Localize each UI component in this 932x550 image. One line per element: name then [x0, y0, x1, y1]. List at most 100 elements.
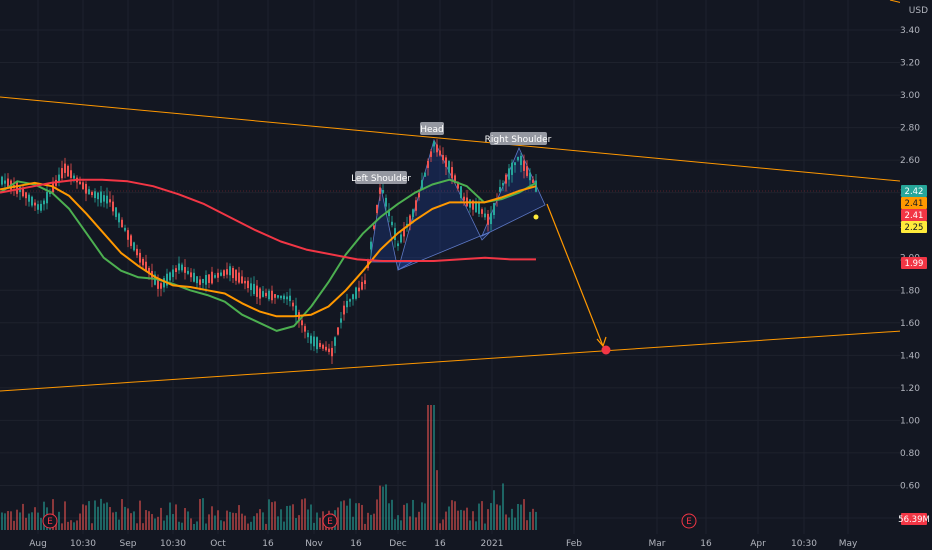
candle-body — [502, 182, 504, 186]
volume-bar — [511, 508, 513, 530]
volume-bar — [76, 520, 78, 530]
volume-bar — [1, 512, 3, 530]
volume-bar — [445, 511, 447, 530]
candle-body — [100, 191, 102, 203]
candle-body — [430, 151, 432, 157]
volume-bar — [253, 516, 255, 530]
price-axis[interactable]: USD 3.403.203.002.802.602.402.202.001.80… — [900, 0, 932, 550]
candle-body — [316, 337, 318, 350]
x-tick-label: 10:30 — [160, 539, 186, 549]
volume-bar — [238, 505, 240, 530]
moving-average-line — [0, 178, 536, 262]
volume-bar — [148, 511, 150, 530]
candle-body — [226, 269, 228, 275]
volume-bar — [433, 405, 435, 530]
volume-bar — [106, 502, 108, 530]
x-tick-label: 16 — [262, 539, 274, 549]
volume-bar — [169, 502, 171, 530]
price-tag-label: 56.39M — [898, 515, 930, 525]
volume-bar — [190, 518, 192, 530]
volume-bar — [298, 515, 300, 530]
volume-bar — [460, 509, 462, 530]
volume-bar — [115, 511, 117, 530]
candle-body — [418, 193, 420, 198]
candle-body — [328, 348, 330, 352]
candle-body — [220, 272, 222, 276]
projection-arrowhead — [596, 336, 607, 348]
candle-body — [325, 346, 327, 351]
volume-bar — [208, 514, 210, 530]
candle-body — [487, 213, 489, 225]
left-shoulder-label: Left Shoulder — [351, 171, 411, 184]
volume-bar — [295, 518, 297, 530]
candle-body — [214, 275, 216, 278]
candle-body — [460, 186, 462, 199]
candle-body — [265, 292, 267, 297]
candle-body — [403, 227, 405, 237]
volume-bar — [40, 517, 42, 530]
y-tick-label: 2.60 — [900, 156, 920, 166]
volume-bar — [355, 503, 357, 530]
candle-body — [271, 290, 273, 301]
volume-bar — [91, 523, 93, 530]
earnings-marker-1[interactable]: E — [42, 513, 58, 529]
y-tick-label: 1.60 — [900, 319, 920, 329]
volume-bar — [70, 520, 72, 530]
volume-bar — [160, 507, 162, 530]
volume-bar — [265, 523, 267, 530]
volume-bar — [223, 521, 225, 530]
candle-body — [499, 187, 501, 192]
earnings-markers[interactable]: E E E — [42, 513, 697, 529]
earnings-marker-3[interactable]: E — [681, 513, 697, 529]
candle-body — [208, 274, 210, 283]
volume-bar — [142, 523, 144, 530]
candle-body — [376, 204, 378, 214]
volume-bar — [487, 509, 489, 530]
x-tick-label: 10:30 — [70, 539, 96, 549]
time-axis[interactable]: Aug 10:30 Sep 10:30 Oct 16 Nov 16 Dec 16 2021 Feb Ma… — [29, 539, 858, 549]
candle-body — [163, 278, 165, 288]
x-tick-label: Mar — [649, 539, 666, 549]
y-tick-label: 1.00 — [900, 416, 920, 426]
volume-bar — [451, 500, 453, 530]
volume-bar — [205, 523, 207, 530]
earnings-marker-2[interactable]: E — [322, 513, 338, 529]
volume-bar — [7, 511, 9, 530]
volume-bar — [262, 512, 264, 530]
x-tick-label: Sep — [120, 539, 137, 549]
candle-body — [79, 181, 81, 185]
volume-bar — [340, 501, 342, 530]
volume-bar — [307, 509, 309, 530]
volume-bar — [526, 520, 528, 530]
volume-bar — [196, 521, 198, 530]
candle-body — [508, 168, 510, 180]
volume-bar — [523, 499, 525, 530]
volume-bar — [37, 512, 39, 530]
volume-bar — [370, 514, 372, 530]
price-tag: 56.39M — [898, 513, 930, 525]
volume-bar — [241, 513, 243, 530]
volume-bar — [535, 511, 537, 530]
candle-body — [340, 318, 342, 323]
volume-bar — [283, 521, 285, 530]
candle-body — [97, 192, 99, 200]
candle-body — [289, 295, 291, 302]
volume-bar — [415, 517, 417, 530]
candle-body — [121, 219, 123, 228]
candle-body — [262, 291, 264, 297]
volume-bar — [178, 521, 180, 530]
volume-bar — [478, 503, 480, 530]
candle-body — [529, 172, 531, 181]
candle-body — [400, 234, 402, 243]
candle-body — [304, 326, 306, 332]
x-tick-label: 16 — [700, 539, 712, 549]
volume-bar — [427, 405, 429, 530]
candle-body — [115, 207, 117, 217]
candle-body — [361, 281, 363, 290]
candle-body — [319, 343, 321, 347]
candle-body — [124, 227, 126, 231]
candle-body — [61, 168, 63, 179]
volume-bar — [157, 516, 159, 530]
